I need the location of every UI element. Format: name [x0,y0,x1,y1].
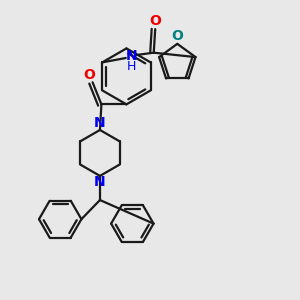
Text: N: N [125,49,137,63]
Text: O: O [149,14,161,28]
Text: O: O [84,68,96,82]
Text: O: O [171,28,183,43]
Text: N: N [94,116,106,130]
Text: N: N [94,176,106,189]
Text: H: H [126,60,136,73]
